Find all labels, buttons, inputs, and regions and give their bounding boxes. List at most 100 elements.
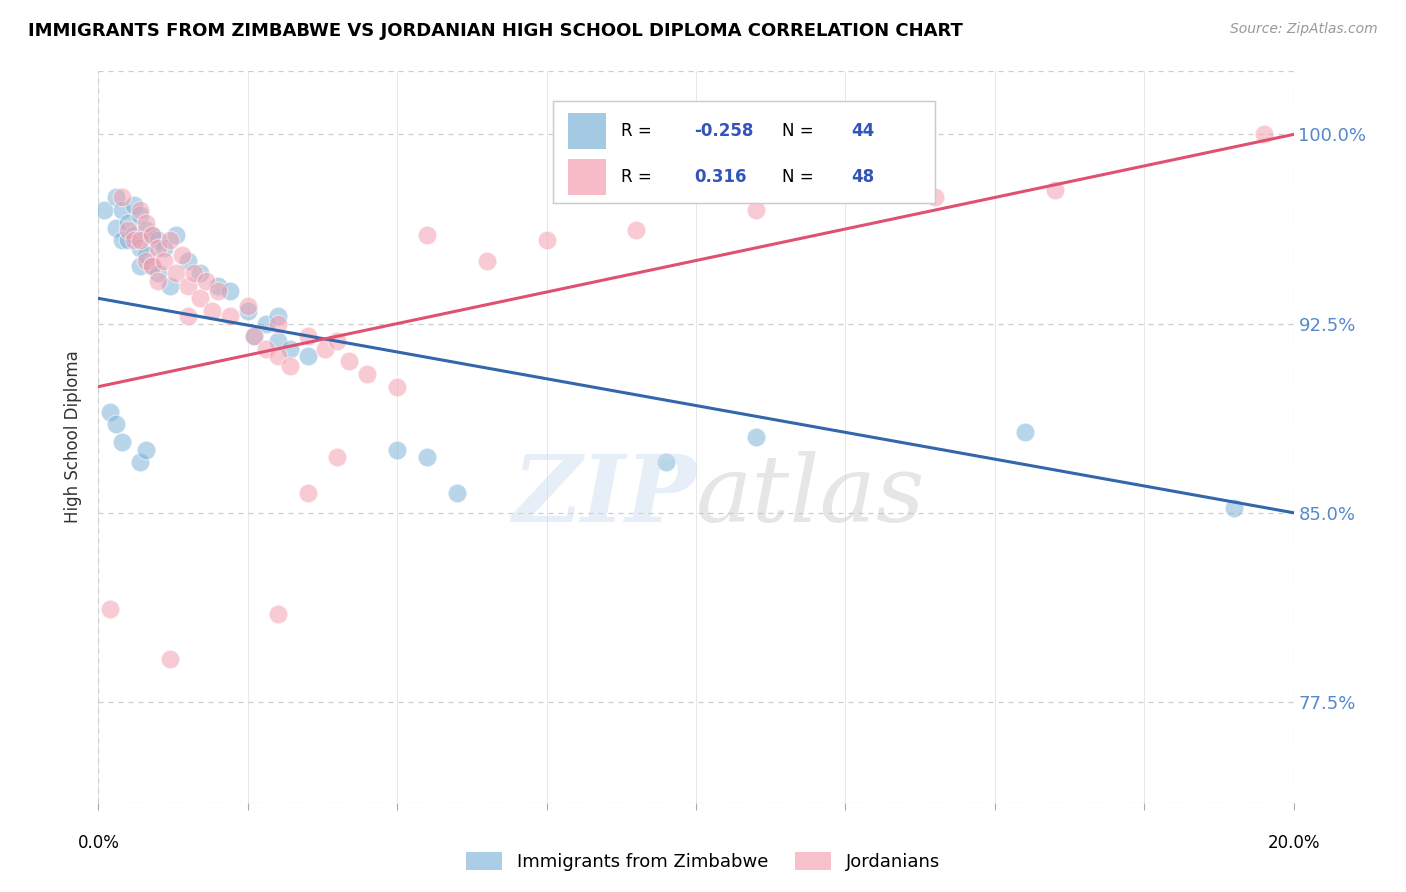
- FancyBboxPatch shape: [568, 113, 606, 149]
- Point: [129, 233, 152, 247]
- Y-axis label: High School Diploma: High School Diploma: [65, 351, 83, 524]
- Point: [356, 367, 378, 381]
- Point: [297, 350, 319, 364]
- Point: [159, 233, 181, 247]
- Point: [135, 253, 157, 268]
- Point: [267, 350, 290, 364]
- Point: [188, 291, 211, 305]
- Text: ZIP: ZIP: [512, 450, 696, 541]
- Point: [1043, 183, 1066, 197]
- Point: [416, 450, 439, 465]
- Point: [172, 248, 194, 262]
- Point: [385, 442, 409, 457]
- Point: [177, 278, 200, 293]
- Point: [207, 284, 229, 298]
- Point: [195, 274, 218, 288]
- Point: [201, 304, 224, 318]
- Point: [153, 253, 176, 268]
- Text: Source: ZipAtlas.com: Source: ZipAtlas.com: [1230, 22, 1378, 37]
- Text: IMMIGRANTS FROM ZIMBABWE VS JORDANIAN HIGH SCHOOL DIPLOMA CORRELATION CHART: IMMIGRANTS FROM ZIMBABWE VS JORDANIAN HI…: [28, 22, 963, 40]
- Point: [105, 417, 128, 432]
- Point: [93, 203, 115, 218]
- Point: [105, 190, 128, 204]
- Point: [267, 607, 290, 621]
- Point: [165, 266, 187, 280]
- Point: [148, 274, 170, 288]
- Point: [745, 203, 768, 218]
- Point: [446, 485, 468, 500]
- Point: [745, 430, 768, 444]
- Point: [315, 342, 337, 356]
- Point: [297, 485, 319, 500]
- Point: [105, 220, 128, 235]
- Point: [326, 334, 349, 349]
- Point: [243, 329, 266, 343]
- Point: [254, 317, 277, 331]
- Point: [165, 228, 187, 243]
- Point: [278, 359, 301, 374]
- Point: [177, 253, 200, 268]
- Text: 20.0%: 20.0%: [1267, 834, 1320, 852]
- Point: [100, 405, 122, 419]
- Point: [153, 241, 176, 255]
- FancyBboxPatch shape: [568, 160, 606, 195]
- Point: [129, 208, 152, 222]
- Text: -0.258: -0.258: [695, 122, 754, 140]
- Point: [267, 317, 290, 331]
- Point: [188, 266, 211, 280]
- Point: [111, 233, 134, 247]
- Point: [236, 304, 259, 318]
- Point: [141, 228, 163, 243]
- Point: [278, 342, 301, 356]
- Point: [254, 342, 277, 356]
- Point: [141, 259, 163, 273]
- Point: [655, 455, 678, 469]
- Point: [111, 203, 134, 218]
- Text: R =: R =: [621, 169, 662, 186]
- Point: [243, 329, 266, 343]
- Point: [219, 284, 242, 298]
- Point: [475, 253, 498, 268]
- Text: 44: 44: [851, 122, 875, 140]
- Text: N =: N =: [782, 169, 818, 186]
- Point: [159, 278, 181, 293]
- Point: [207, 278, 229, 293]
- Text: 0.316: 0.316: [695, 169, 747, 186]
- Point: [129, 259, 152, 273]
- Point: [124, 198, 146, 212]
- Text: N =: N =: [782, 122, 818, 140]
- Point: [135, 248, 157, 262]
- Point: [219, 309, 242, 323]
- Point: [117, 233, 139, 247]
- Point: [141, 259, 163, 273]
- Point: [129, 203, 152, 218]
- Point: [536, 233, 558, 247]
- Legend: Immigrants from Zimbabwe, Jordanians: Immigrants from Zimbabwe, Jordanians: [458, 845, 948, 879]
- Point: [159, 652, 181, 666]
- Point: [183, 266, 205, 280]
- Point: [148, 241, 170, 255]
- Point: [177, 309, 200, 323]
- Point: [236, 299, 259, 313]
- Point: [297, 329, 319, 343]
- Point: [339, 354, 360, 368]
- Point: [385, 379, 409, 393]
- Point: [148, 233, 170, 247]
- Point: [111, 190, 134, 204]
- Point: [135, 223, 157, 237]
- Text: R =: R =: [621, 122, 658, 140]
- Point: [117, 216, 139, 230]
- Point: [267, 309, 290, 323]
- Point: [141, 228, 163, 243]
- Point: [129, 241, 152, 255]
- Text: 48: 48: [851, 169, 875, 186]
- Point: [267, 334, 290, 349]
- Point: [326, 450, 349, 465]
- Text: 0.0%: 0.0%: [77, 834, 120, 852]
- Point: [111, 435, 134, 450]
- Point: [626, 223, 648, 237]
- Point: [117, 223, 139, 237]
- Point: [1223, 500, 1246, 515]
- Point: [1253, 128, 1275, 142]
- Point: [135, 442, 157, 457]
